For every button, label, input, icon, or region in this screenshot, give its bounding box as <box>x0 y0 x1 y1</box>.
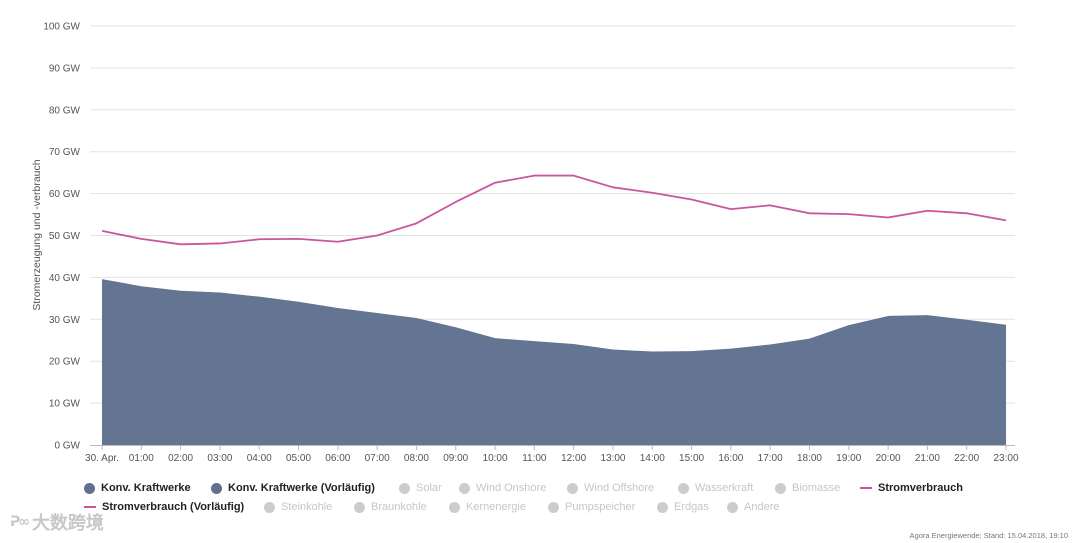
x-tick-label: 05:00 <box>286 453 311 464</box>
legend-label: Andere <box>744 501 780 513</box>
source-note: Agora Energiewende; Stand: 15.04.2018, 1… <box>909 531 1068 540</box>
y-tick-label: 30 GW <box>49 315 81 326</box>
legend-label: Wasserkraft <box>695 482 754 494</box>
legend-item[interactable]: Steinkohle <box>264 501 332 513</box>
legend-label: Erdgas <box>674 501 709 513</box>
legend-item[interactable]: Kernenergie <box>449 501 526 513</box>
legend-item[interactable]: Stromverbrauch <box>860 482 963 494</box>
watermark: ᕈ∞ 大数跨境 <box>10 509 104 535</box>
legend-label: Braunkohle <box>371 501 427 513</box>
y-tick-label: 60 GW <box>49 189 81 200</box>
legend-item[interactable]: Konv. Kraftwerke (Vorläufig) <box>211 482 375 494</box>
y-tick-label: 20 GW <box>49 357 81 368</box>
x-tick-label: 12:00 <box>561 453 586 464</box>
x-tick-label: 11:00 <box>522 453 547 464</box>
legend-dot-icon <box>211 482 222 494</box>
legend-dot-icon <box>548 501 559 513</box>
y-axis-ticks: 0 GW 10 GW 20 GW 30 GW 40 GW 50 GW 60 GW 70 GW 8… <box>43 22 80 452</box>
x-tick-label: 01:00 <box>129 453 154 464</box>
x-tick-label: 03:00 <box>207 453 232 464</box>
legend-label: Biomasse <box>792 482 841 494</box>
y-axis-label: Stromerzeugung und -verbrauch <box>31 159 43 310</box>
y-tick-label: 50 GW <box>49 231 81 242</box>
y-tick-label: 90 GW <box>49 63 81 74</box>
x-tick-label: 08:00 <box>404 453 429 464</box>
legend-label: Wind Offshore <box>584 482 655 494</box>
x-tick-label: 30. Apr. <box>85 453 119 464</box>
legend-label: Steinkohle <box>281 501 333 513</box>
legend-dot-icon <box>399 482 410 494</box>
y-tick-label: 0 GW <box>54 441 80 452</box>
area-series <box>102 279 1006 445</box>
legend-item[interactable]: Andere <box>727 501 779 513</box>
x-tick-label: 09:00 <box>443 453 468 464</box>
legend-line-icon <box>860 487 872 489</box>
y-tick-label: 10 GW <box>49 399 81 410</box>
line-series <box>101 174 1007 246</box>
x-tick-label: 19:00 <box>836 453 861 464</box>
legend-label: Wind Onshore <box>476 482 547 494</box>
legend-label: Solar <box>416 482 442 494</box>
y-tick-label: 40 GW <box>49 273 81 284</box>
watermark-logo-icon: ᕈ∞ <box>10 514 30 530</box>
x-tick-label: 16:00 <box>718 453 743 464</box>
legend-item[interactable]: Pumpspeicher <box>548 501 635 513</box>
watermark-text: 大数跨境 <box>31 513 104 534</box>
legend-dot-icon <box>727 501 738 513</box>
legend-item[interactable]: Solar <box>399 482 442 494</box>
legend-dot-icon <box>678 482 689 494</box>
x-tick-label: 13:00 <box>600 453 625 464</box>
x-tick-label: 23:00 <box>993 453 1018 464</box>
legend-item[interactable]: Braunkohle <box>354 501 427 513</box>
legend-label: Stromverbrauch <box>878 482 963 494</box>
x-tick-label: 17:00 <box>758 453 783 464</box>
x-axis-ticks: 30. Apr. 01:00 02:00 03:00 04:00 05:00 06:00 07… <box>85 445 1019 464</box>
legend-item[interactable]: Biomasse <box>775 482 840 494</box>
x-tick-label: 10:00 <box>483 453 508 464</box>
legend-line-icon <box>84 506 96 508</box>
legend: Konv. Kraftwerke Konv. Kraftwerke (Vorläu… <box>0 470 1080 520</box>
legend-item[interactable]: Stromverbrauch (Vorläufig) <box>84 501 244 513</box>
x-tick-label: 18:00 <box>797 453 822 464</box>
legend-label: Konv. Kraftwerke (Vorläufig) <box>228 482 375 494</box>
legend-item[interactable]: Erdgas <box>657 501 709 513</box>
legend-dot-icon <box>459 482 470 494</box>
chart: 0 GW 10 GW 20 GW 30 GW 40 GW 50 GW 60 GW 70 GW 8… <box>31 22 1019 465</box>
legend-dot-icon <box>567 482 578 494</box>
x-tick-label: 21:00 <box>915 453 940 464</box>
legend-dot-icon <box>657 501 668 513</box>
legend-label: Stromverbrauch (Vorläufig) <box>102 501 245 513</box>
y-tick-label: 80 GW <box>49 105 81 116</box>
x-tick-label: 14:00 <box>640 453 665 464</box>
x-tick-label: 22:00 <box>954 453 979 464</box>
legend-dot-icon <box>264 501 275 513</box>
legend-dot-icon <box>84 482 95 494</box>
x-tick-label: 04:00 <box>247 453 272 464</box>
legend-item[interactable]: Wind Onshore <box>459 482 546 494</box>
legend-label: Kernenergie <box>466 501 526 513</box>
area-konv-kraftwerke <box>102 279 1006 445</box>
legend-item[interactable]: Wasserkraft <box>678 482 753 494</box>
legend-item[interactable]: Wind Offshore <box>567 482 654 494</box>
x-tick-label: 02:00 <box>168 453 193 464</box>
legend-dot-icon <box>449 501 460 513</box>
legend-dot-icon <box>354 501 365 513</box>
legend-label: Pumpspeicher <box>565 501 636 513</box>
x-tick-label: 07:00 <box>365 453 390 464</box>
legend-label: Konv. Kraftwerke <box>101 482 191 494</box>
x-tick-label: 06:00 <box>325 453 350 464</box>
y-tick-label: 70 GW <box>49 147 81 158</box>
x-tick-label: 15:00 <box>679 453 704 464</box>
x-tick-label: 20:00 <box>876 453 901 464</box>
line-stromverbrauch <box>101 174 1007 246</box>
legend-item[interactable]: Konv. Kraftwerke <box>84 482 191 494</box>
y-tick-label: 100 GW <box>43 22 80 33</box>
legend-dot-icon <box>775 482 786 494</box>
